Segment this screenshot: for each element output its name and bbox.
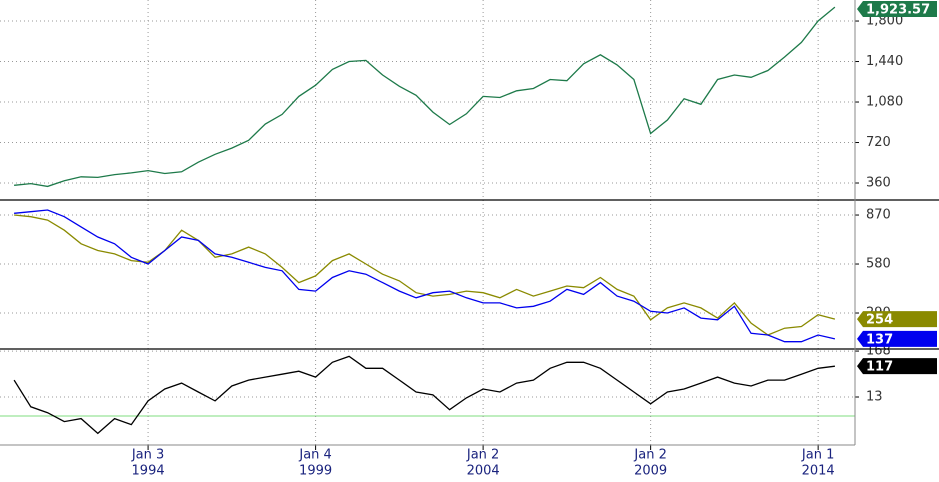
value-badge xyxy=(857,358,937,375)
y-tick-label: 1,800 xyxy=(866,14,903,29)
y-tick-label: 1,080 xyxy=(866,95,903,110)
y-tick-label: 168 xyxy=(866,344,891,359)
x-tick-label: Jan 2 xyxy=(466,448,499,463)
x-tick-year: 1994 xyxy=(132,464,165,479)
value-badge-label: 117 xyxy=(866,360,893,375)
series-line xyxy=(14,6,836,188)
value-badge xyxy=(857,311,937,328)
value-badge xyxy=(857,1,937,17)
y-tick-label: 1,440 xyxy=(866,54,903,69)
x-tick-label: Jan 3 xyxy=(131,448,164,463)
value-badge-label: 254 xyxy=(866,313,893,328)
x-tick-year: 1999 xyxy=(299,464,332,479)
y-tick-label: 580 xyxy=(866,257,891,272)
y-tick-label: 13 xyxy=(866,390,883,405)
x-tick-label: Jan 1 xyxy=(801,448,834,463)
x-tick-year: 2004 xyxy=(467,464,500,479)
value-badge xyxy=(857,330,937,347)
x-tick-year: 2014 xyxy=(802,464,835,479)
value-badge-label: 1,923.57 xyxy=(866,3,930,18)
series-line xyxy=(14,214,836,336)
series-line xyxy=(14,209,836,343)
x-tick-label: Jan 4 xyxy=(298,448,331,463)
y-tick-label: 360 xyxy=(866,176,891,191)
series-line xyxy=(13,355,835,435)
y-tick-label: 870 xyxy=(866,208,891,223)
x-tick-year: 2009 xyxy=(634,464,667,479)
y-tick-label: 720 xyxy=(866,135,891,150)
x-tick-label: Jan 2 xyxy=(633,448,666,463)
value-badge-label: 137 xyxy=(866,332,893,347)
